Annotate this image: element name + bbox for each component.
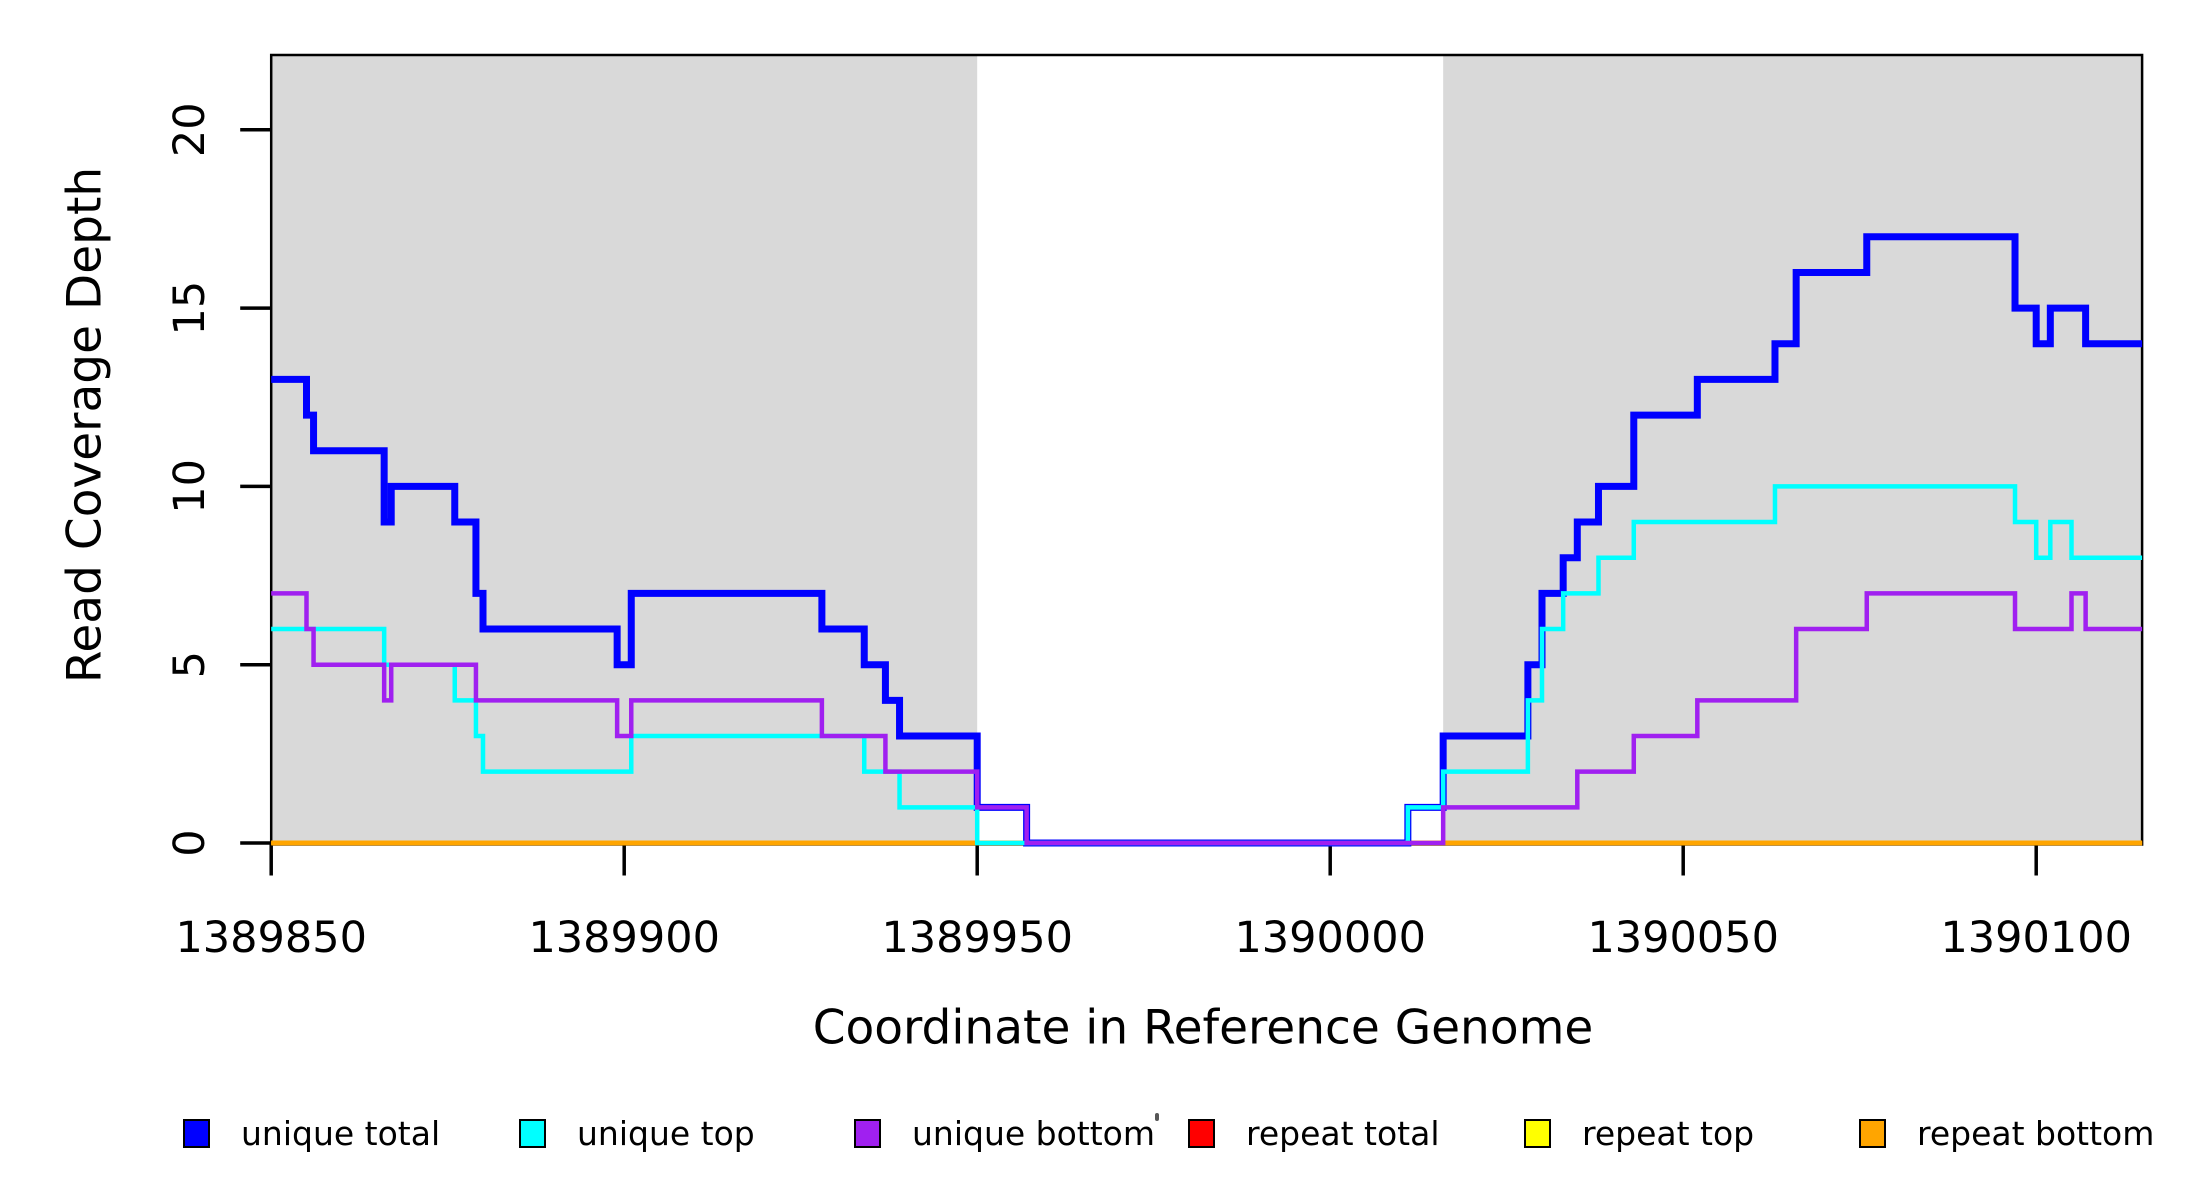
y-axis-title: Read Coverage Depth: [57, 166, 113, 684]
x-axis-tick-label: 1389900: [528, 913, 720, 963]
stray-mark: [1155, 1113, 1159, 1121]
series-line-unique-top: [271, 484, 2143, 846]
x-axis-tick-label: 1389850: [175, 913, 367, 963]
y-axis-tick-label: 10: [165, 459, 215, 514]
x-axis-tick-label: 1390100: [1940, 913, 2132, 963]
series-line-unique-bottom: [271, 591, 2143, 846]
y-axis-tick-label: 20: [165, 102, 215, 157]
y-axis-tick-label: 0: [165, 829, 215, 856]
x-axis-tick-label: 1390050: [1587, 913, 1779, 963]
shaded-region: [271, 55, 978, 845]
x-axis-title: Coordinate in Reference Genome: [812, 1000, 1594, 1056]
x-axis-tick-label: 1390000: [1234, 913, 1426, 963]
shaded-region: [1443, 55, 2143, 845]
x-axis-tick-label: 1389950: [881, 913, 1073, 963]
y-axis-tick-label: 15: [165, 281, 215, 336]
y-axis-tick-label: 5: [165, 651, 215, 678]
